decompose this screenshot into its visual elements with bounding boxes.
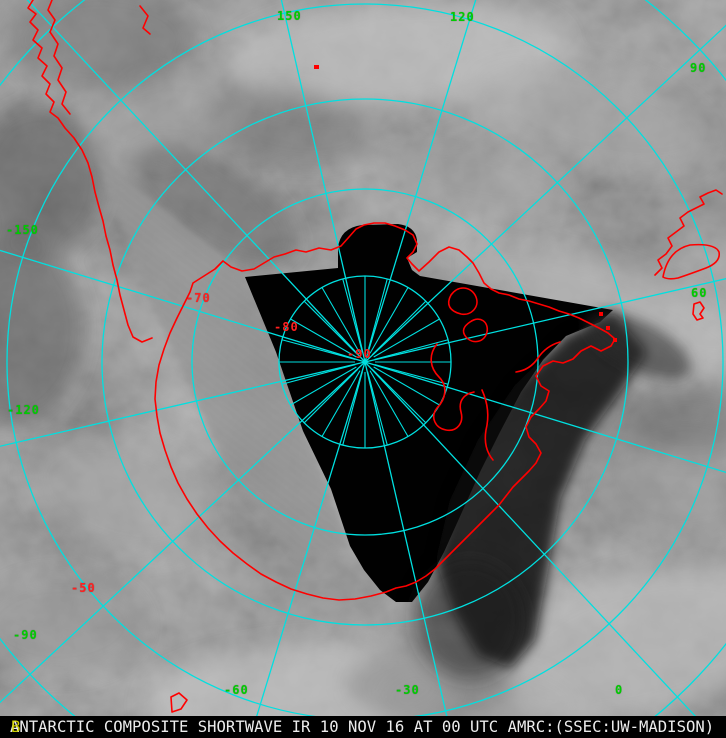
meridian-line <box>364 361 717 738</box>
meridian-line <box>26 0 366 363</box>
coastline-layer <box>27 0 723 713</box>
meridian-line <box>321 287 361 354</box>
meridian-line <box>371 300 427 356</box>
coast-inner-detail <box>481 389 494 461</box>
longitude-label: -120 <box>7 403 40 417</box>
coast-inner-detail <box>430 343 475 432</box>
coast-inner-detail <box>462 318 489 343</box>
composite-seam-sector <box>96 152 350 560</box>
longitude-label: 60 <box>691 286 708 300</box>
meridian-line <box>0 249 366 363</box>
latitude-circle <box>278 275 452 449</box>
meridian-line <box>303 300 359 356</box>
longitude-label: 150 <box>277 9 302 23</box>
longitude-label: -30 <box>395 683 420 697</box>
meridian-line <box>364 361 453 738</box>
latitude-label: -70 <box>186 291 211 305</box>
meridian-line <box>373 318 440 358</box>
meridian-line <box>280 0 366 363</box>
caption-bar: ANTARCTIC COMPOSITE SHORTWAVE IR 10 NOV … <box>0 716 726 738</box>
meridian-line <box>303 368 359 424</box>
meridian-line <box>281 364 356 385</box>
small-island <box>692 301 705 321</box>
meridian-line <box>249 361 366 738</box>
island-outline <box>139 5 151 35</box>
meridian-line <box>281 339 356 360</box>
coast-inner-detail <box>515 341 561 373</box>
meridian-line <box>342 278 363 353</box>
latitude-label: -90 <box>347 347 372 361</box>
meridian-line <box>364 361 726 474</box>
latitude-label: -50 <box>71 581 96 595</box>
south-america-channel <box>47 0 71 115</box>
meridian-line <box>321 370 361 437</box>
longitude-label: 0 <box>615 683 624 697</box>
meridian-line <box>367 278 388 353</box>
caption-overlay-glyph: B <box>11 718 21 736</box>
missing-data-wedge <box>245 224 691 680</box>
longitude-label: 90 <box>690 61 707 75</box>
meridian-line <box>290 318 357 358</box>
meridian-line <box>0 361 366 447</box>
meridian-line <box>0 361 366 704</box>
longitude-label: -90 <box>13 628 38 642</box>
meridian-line <box>369 370 409 437</box>
meridian-line <box>371 368 427 424</box>
meridian-line <box>290 366 357 406</box>
longitude-label: -60 <box>224 683 249 697</box>
latitude-circle <box>101 98 629 626</box>
meridian-line <box>364 24 726 363</box>
small-island <box>170 692 188 713</box>
small-island <box>314 65 319 69</box>
longitude-label: -150 <box>6 223 39 237</box>
small-island <box>599 312 603 316</box>
island-bay-arc <box>662 243 721 280</box>
south-america-coastline <box>27 0 153 343</box>
meridian-line <box>374 364 449 385</box>
antarctica-coastline <box>154 222 616 601</box>
small-island <box>606 326 610 330</box>
small-island <box>613 338 617 342</box>
meridian-line <box>364 277 726 363</box>
meridian-line <box>364 0 477 363</box>
coast-inner-detail <box>447 287 478 316</box>
meridian-line <box>373 366 440 406</box>
meridian-line <box>369 287 409 354</box>
meridian-line <box>342 371 363 446</box>
island-chain <box>654 189 723 276</box>
meridian-line <box>367 371 388 446</box>
latitude-circle <box>191 188 539 536</box>
longitude-label: 120 <box>450 10 475 24</box>
meridian-line <box>374 339 449 360</box>
latitude-label: -80 <box>274 320 299 334</box>
caption-text: ANTARCTIC COMPOSITE SHORTWAVE IR 10 NOV … <box>10 718 715 736</box>
